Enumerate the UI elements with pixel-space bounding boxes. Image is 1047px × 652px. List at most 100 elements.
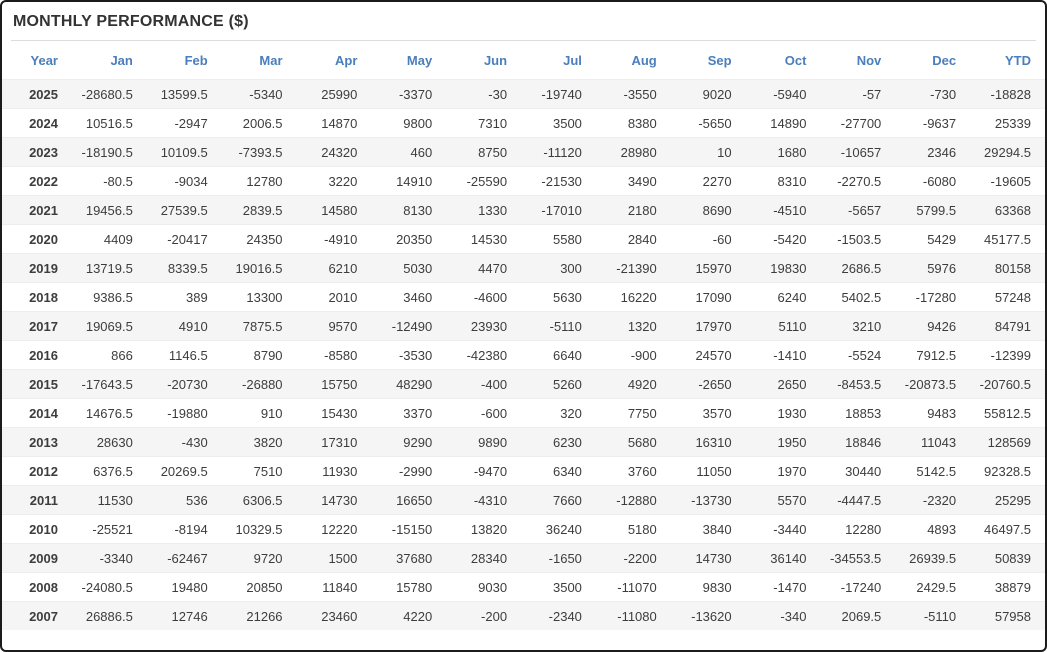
value-cell: 4920 — [627, 376, 657, 392]
value-cell: 9720 — [253, 550, 283, 566]
value-cell: 6210 — [328, 260, 358, 276]
value-cell: 9030 — [478, 579, 508, 595]
value-cell: 20269.5 — [160, 463, 208, 479]
value-cell: -11070 — [617, 579, 657, 595]
value-cell: -6080 — [922, 173, 957, 189]
value-cell: 14870 — [321, 115, 358, 131]
value-cell: 14580 — [321, 202, 358, 218]
value-cell: 6230 — [552, 434, 582, 450]
value-cell: 26886.5 — [85, 608, 133, 624]
value-cell: 27539.5 — [160, 202, 208, 218]
value-cell: 3460 — [403, 289, 433, 305]
table-row-2020: 2020 4409 -20417 24350 -4910 20350 14530 5580 28… — [2, 224, 1045, 254]
value-cell: 9800 — [403, 115, 433, 131]
value-cell: -400 — [481, 376, 508, 392]
value-cell: 9830 — [702, 579, 732, 595]
value-cell: 13599.5 — [160, 86, 208, 102]
value-cell: -13620 — [691, 608, 732, 624]
value-cell: -2650 — [698, 376, 732, 392]
value-cell: 5680 — [627, 434, 657, 450]
column-header-year: Year — [30, 52, 58, 68]
column-header-sep: Sep — [707, 52, 732, 68]
value-cell: 8339.5 — [167, 260, 208, 276]
value-cell: 8380 — [627, 115, 657, 131]
value-cell: -28680.5 — [81, 86, 133, 102]
value-cell: 16310 — [695, 434, 732, 450]
value-cell: 2069.5 — [841, 608, 882, 624]
column-header-feb: Feb — [184, 52, 208, 68]
value-cell: 3500 — [552, 115, 582, 131]
value-cell: -9637 — [922, 115, 957, 131]
value-cell: 1970 — [777, 463, 807, 479]
value-cell: 10109.5 — [160, 144, 208, 160]
value-cell: -2947 — [174, 115, 208, 131]
value-cell: 2839.5 — [242, 202, 283, 218]
year-cell: 2018 — [29, 289, 58, 305]
value-cell: 11050 — [696, 463, 732, 479]
value-cell: 24320 — [321, 144, 358, 160]
value-cell: -4510 — [773, 202, 807, 218]
value-cell: -2340 — [548, 608, 582, 624]
year-cell: 2011 — [29, 492, 58, 508]
value-cell: 36240 — [545, 521, 582, 537]
value-cell: -17240 — [840, 579, 882, 595]
value-cell: 28340 — [470, 550, 508, 566]
value-cell: 19830 — [770, 260, 807, 276]
value-cell: -12399 — [990, 347, 1031, 363]
year-cell: 2019 — [29, 260, 58, 276]
value-cell: 11530 — [97, 492, 133, 508]
column-header-jun: Jun — [483, 52, 508, 68]
value-cell: -20417 — [167, 231, 208, 247]
value-cell: -15150 — [391, 521, 433, 537]
value-cell: 5030 — [403, 260, 433, 276]
value-cell: 2010 — [328, 289, 358, 305]
value-cell: 9570 — [328, 318, 358, 334]
value-cell: 15780 — [396, 579, 433, 595]
value-cell: -430 — [181, 434, 208, 450]
value-cell: -7393.5 — [238, 144, 283, 160]
year-cell: 2016 — [29, 347, 58, 363]
value-cell: 17310 — [321, 434, 358, 450]
year-cell: 2024 — [29, 115, 58, 131]
value-cell: -12880 — [616, 492, 657, 508]
value-cell: 20850 — [246, 579, 283, 595]
year-cell: 2023 — [29, 144, 58, 160]
value-cell: -8580 — [324, 347, 358, 363]
value-cell: 3760 — [627, 463, 657, 479]
value-cell: -12490 — [391, 318, 433, 334]
value-cell: 4893 — [927, 521, 957, 537]
value-cell: 320 — [560, 405, 582, 421]
value-cell: 7660 — [552, 492, 582, 508]
value-cell: -20760.5 — [979, 376, 1031, 392]
value-cell: -4447.5 — [837, 492, 882, 508]
value-cell: 128569 — [987, 434, 1031, 450]
value-cell: 14890 — [770, 115, 807, 131]
value-cell: 9890 — [478, 434, 508, 450]
value-cell: 300 — [560, 260, 582, 276]
performance-table: Year Jan Feb Mar Apr May Jun Jul Aug Sep Oct Nov Dec… — [2, 41, 1045, 630]
table-row-2011: 2011 11530 536 6306.5 14730 16650 -4310 7660 -12… — [2, 485, 1045, 515]
value-cell: 10 — [717, 144, 732, 160]
value-cell: 5570 — [777, 492, 807, 508]
year-cell: 2017 — [29, 318, 58, 334]
value-cell: -1650 — [548, 550, 582, 566]
value-cell: 1930 — [777, 405, 807, 421]
table-row-2016: 2016 866 1146.5 8790 -8580 -3530 -42380 6640 -90… — [2, 340, 1045, 370]
value-cell: 14530 — [470, 231, 508, 247]
column-header-apr: Apr — [334, 52, 358, 68]
value-cell: 11930 — [322, 463, 358, 479]
column-header-jul: Jul — [563, 52, 582, 68]
year-cell: 2015 — [29, 376, 58, 392]
title-divider — [11, 40, 1036, 41]
value-cell: 21266 — [246, 608, 283, 624]
year-cell: 2009 — [29, 550, 58, 566]
value-cell: -20873.5 — [904, 376, 957, 392]
value-cell: 5580 — [552, 231, 582, 247]
value-cell: 4409 — [103, 231, 133, 247]
value-cell: 3570 — [702, 405, 732, 421]
value-cell: 18846 — [845, 434, 882, 450]
value-cell: 24570 — [695, 347, 732, 363]
value-cell: -730 — [930, 86, 957, 102]
value-cell: 3820 — [253, 434, 283, 450]
